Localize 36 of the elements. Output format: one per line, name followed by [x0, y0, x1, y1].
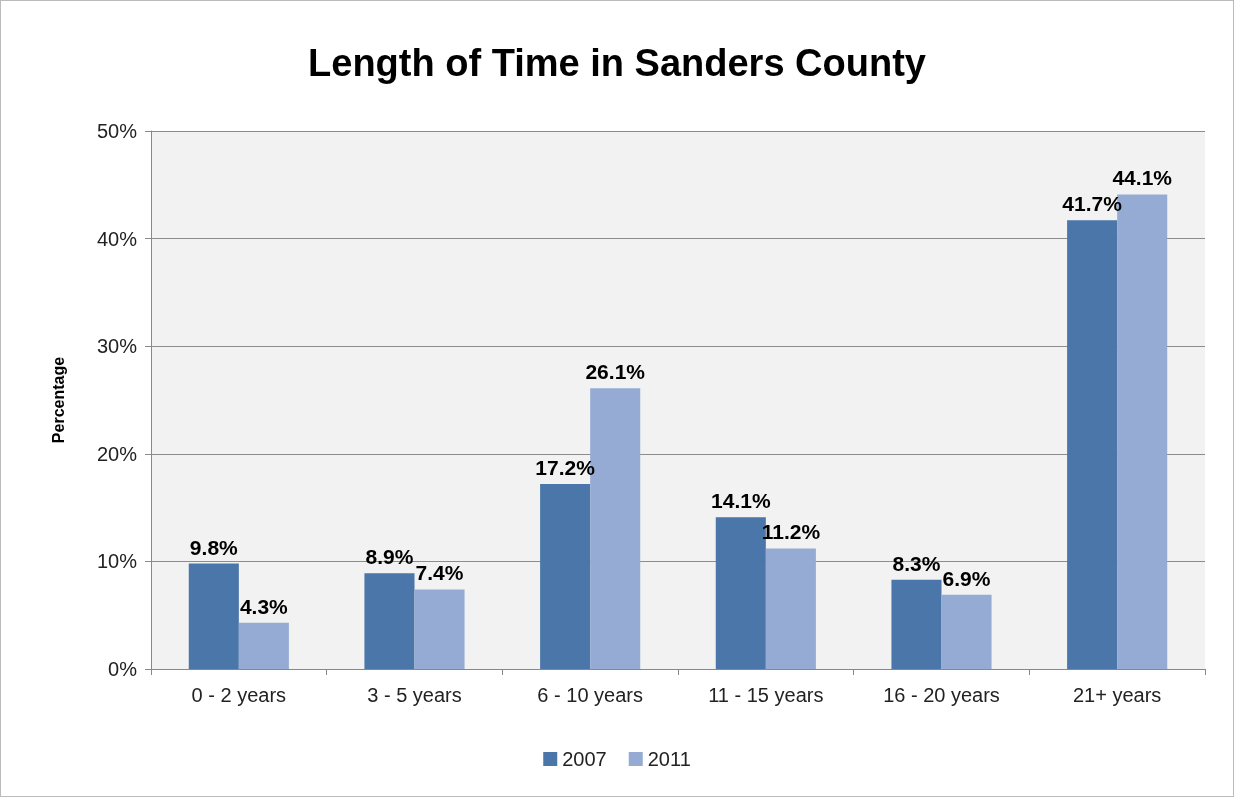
bar: [1067, 220, 1118, 669]
bar: [238, 622, 289, 669]
x-tick-label: 16 - 20 years: [883, 684, 1000, 706]
chart-title: Length of Time in Sanders County: [308, 42, 926, 84]
data-label: 6.9%: [942, 566, 991, 590]
data-label: 8.9%: [365, 545, 414, 569]
data-label: 4.3%: [239, 594, 289, 618]
data-label: 44.1%: [1112, 166, 1173, 190]
y-tick-label: 30%: [96, 335, 138, 358]
legend-label: 2011: [647, 748, 691, 770]
x-tick-label: 21+ years: [1072, 684, 1162, 706]
bar: [891, 579, 942, 669]
x-tick-label: 11 - 15 years: [708, 684, 824, 706]
bar: [414, 589, 465, 669]
y-tick-label: 10%: [96, 550, 138, 573]
data-label: 14.1%: [711, 489, 771, 513]
legend-label: 2007: [562, 748, 607, 770]
bar: [364, 573, 415, 669]
y-tick-label: 40%: [96, 227, 138, 250]
data-label: 7.4%: [415, 561, 464, 585]
data-label: 8.3%: [892, 551, 941, 575]
bar: [941, 594, 992, 669]
data-label: 26.1%: [585, 360, 646, 384]
bar: [765, 548, 816, 669]
x-tick-label: 3 - 5 years: [367, 684, 462, 706]
x-tick-label: 0 - 2 years: [191, 684, 287, 706]
bar: [540, 483, 591, 669]
data-label: 9.8%: [189, 535, 239, 559]
bar: [188, 563, 239, 669]
x-tick-label: 6 - 10 years: [537, 684, 643, 706]
data-label: 17.2%: [535, 455, 596, 479]
y-tick-label: 20%: [96, 442, 138, 465]
y-tick-label: 0%: [108, 658, 138, 680]
data-label: 41.7%: [1062, 192, 1123, 216]
y-axis-title: Percentage: [49, 356, 67, 444]
y-tick-label: 50%: [96, 120, 138, 142]
